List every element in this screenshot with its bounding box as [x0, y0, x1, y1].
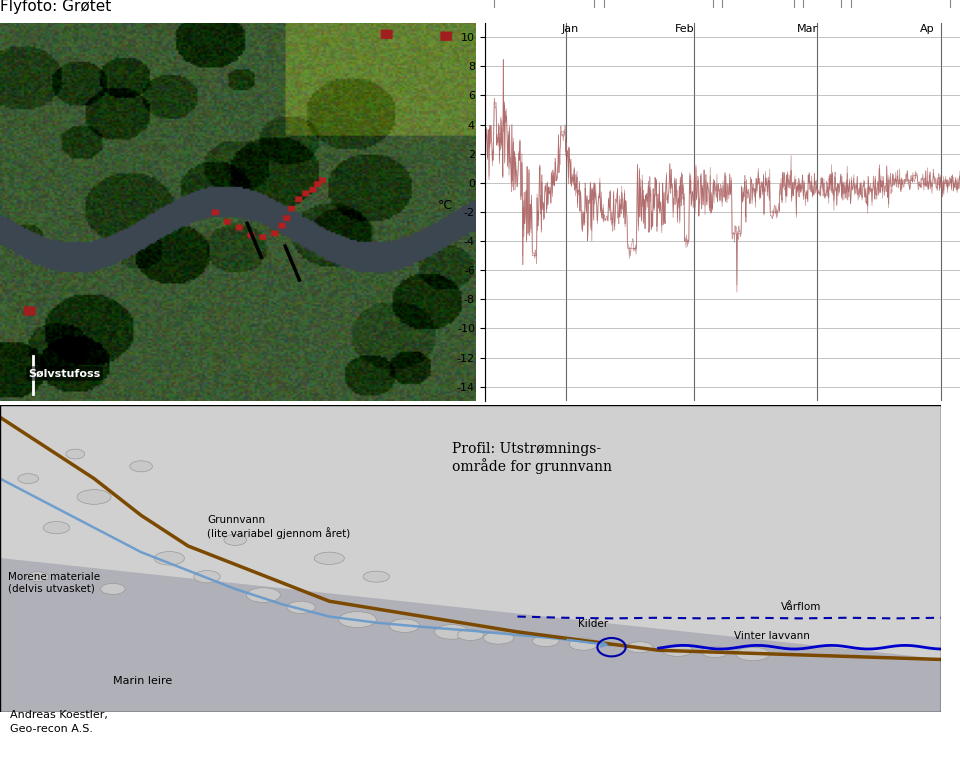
Text: 00:00
26.02.2005: 00:00 26.02.2005	[788, 424, 847, 447]
Y-axis label: °C: °C	[438, 199, 453, 212]
Text: Vårflom: Vårflom	[780, 602, 821, 612]
Ellipse shape	[533, 636, 559, 646]
Ellipse shape	[457, 629, 484, 640]
Ellipse shape	[363, 572, 390, 582]
Ellipse shape	[390, 619, 420, 633]
Ellipse shape	[287, 601, 315, 613]
Ellipse shape	[18, 474, 38, 484]
Ellipse shape	[314, 552, 345, 565]
Polygon shape	[0, 559, 941, 712]
Ellipse shape	[569, 638, 597, 650]
Text: Kilder: Kilder	[578, 618, 608, 629]
Text: Flyfoto: Grøtet: Flyfoto: Grøtet	[0, 0, 111, 14]
Ellipse shape	[435, 625, 468, 639]
Ellipse shape	[339, 612, 376, 628]
Ellipse shape	[224, 534, 247, 545]
Text: Marin leire: Marin leire	[113, 676, 172, 686]
Ellipse shape	[627, 642, 653, 653]
Text: Morene materiale
(delvis utvasket): Morene materiale (delvis utvasket)	[8, 572, 100, 593]
Ellipse shape	[130, 461, 153, 472]
Polygon shape	[0, 405, 941, 659]
Ellipse shape	[194, 571, 220, 583]
Text: Mar: Mar	[798, 24, 819, 34]
Ellipse shape	[155, 552, 184, 565]
Ellipse shape	[662, 644, 692, 656]
Text: Jan: Jan	[562, 24, 579, 34]
Ellipse shape	[735, 647, 770, 661]
Ellipse shape	[702, 646, 729, 658]
Text: Andreas Koestler,
Geo-recon A.S.: Andreas Koestler, Geo-recon A.S.	[10, 710, 108, 734]
Ellipse shape	[101, 584, 125, 594]
Text: Vinter lavvann: Vinter lavvann	[733, 631, 809, 641]
Text: Sølvstufoss: Sølvstufoss	[29, 369, 101, 378]
Text: Grunnvann
(lite variabel gjennom året): Grunnvann (lite variabel gjennom året)	[207, 516, 350, 539]
Ellipse shape	[43, 522, 70, 534]
Ellipse shape	[247, 587, 280, 603]
Text: Feb: Feb	[675, 24, 694, 34]
Ellipse shape	[484, 632, 514, 644]
Ellipse shape	[26, 572, 49, 581]
Text: 00:00
01.01.2005: 00:00 01.01.2005	[536, 424, 595, 447]
Text: Ap: Ap	[920, 24, 934, 34]
Ellipse shape	[77, 490, 111, 504]
Ellipse shape	[66, 449, 84, 459]
Text: Profil: Utstrømnings-
område for grunnvann: Profil: Utstrømnings- område for grunnva…	[451, 442, 612, 474]
